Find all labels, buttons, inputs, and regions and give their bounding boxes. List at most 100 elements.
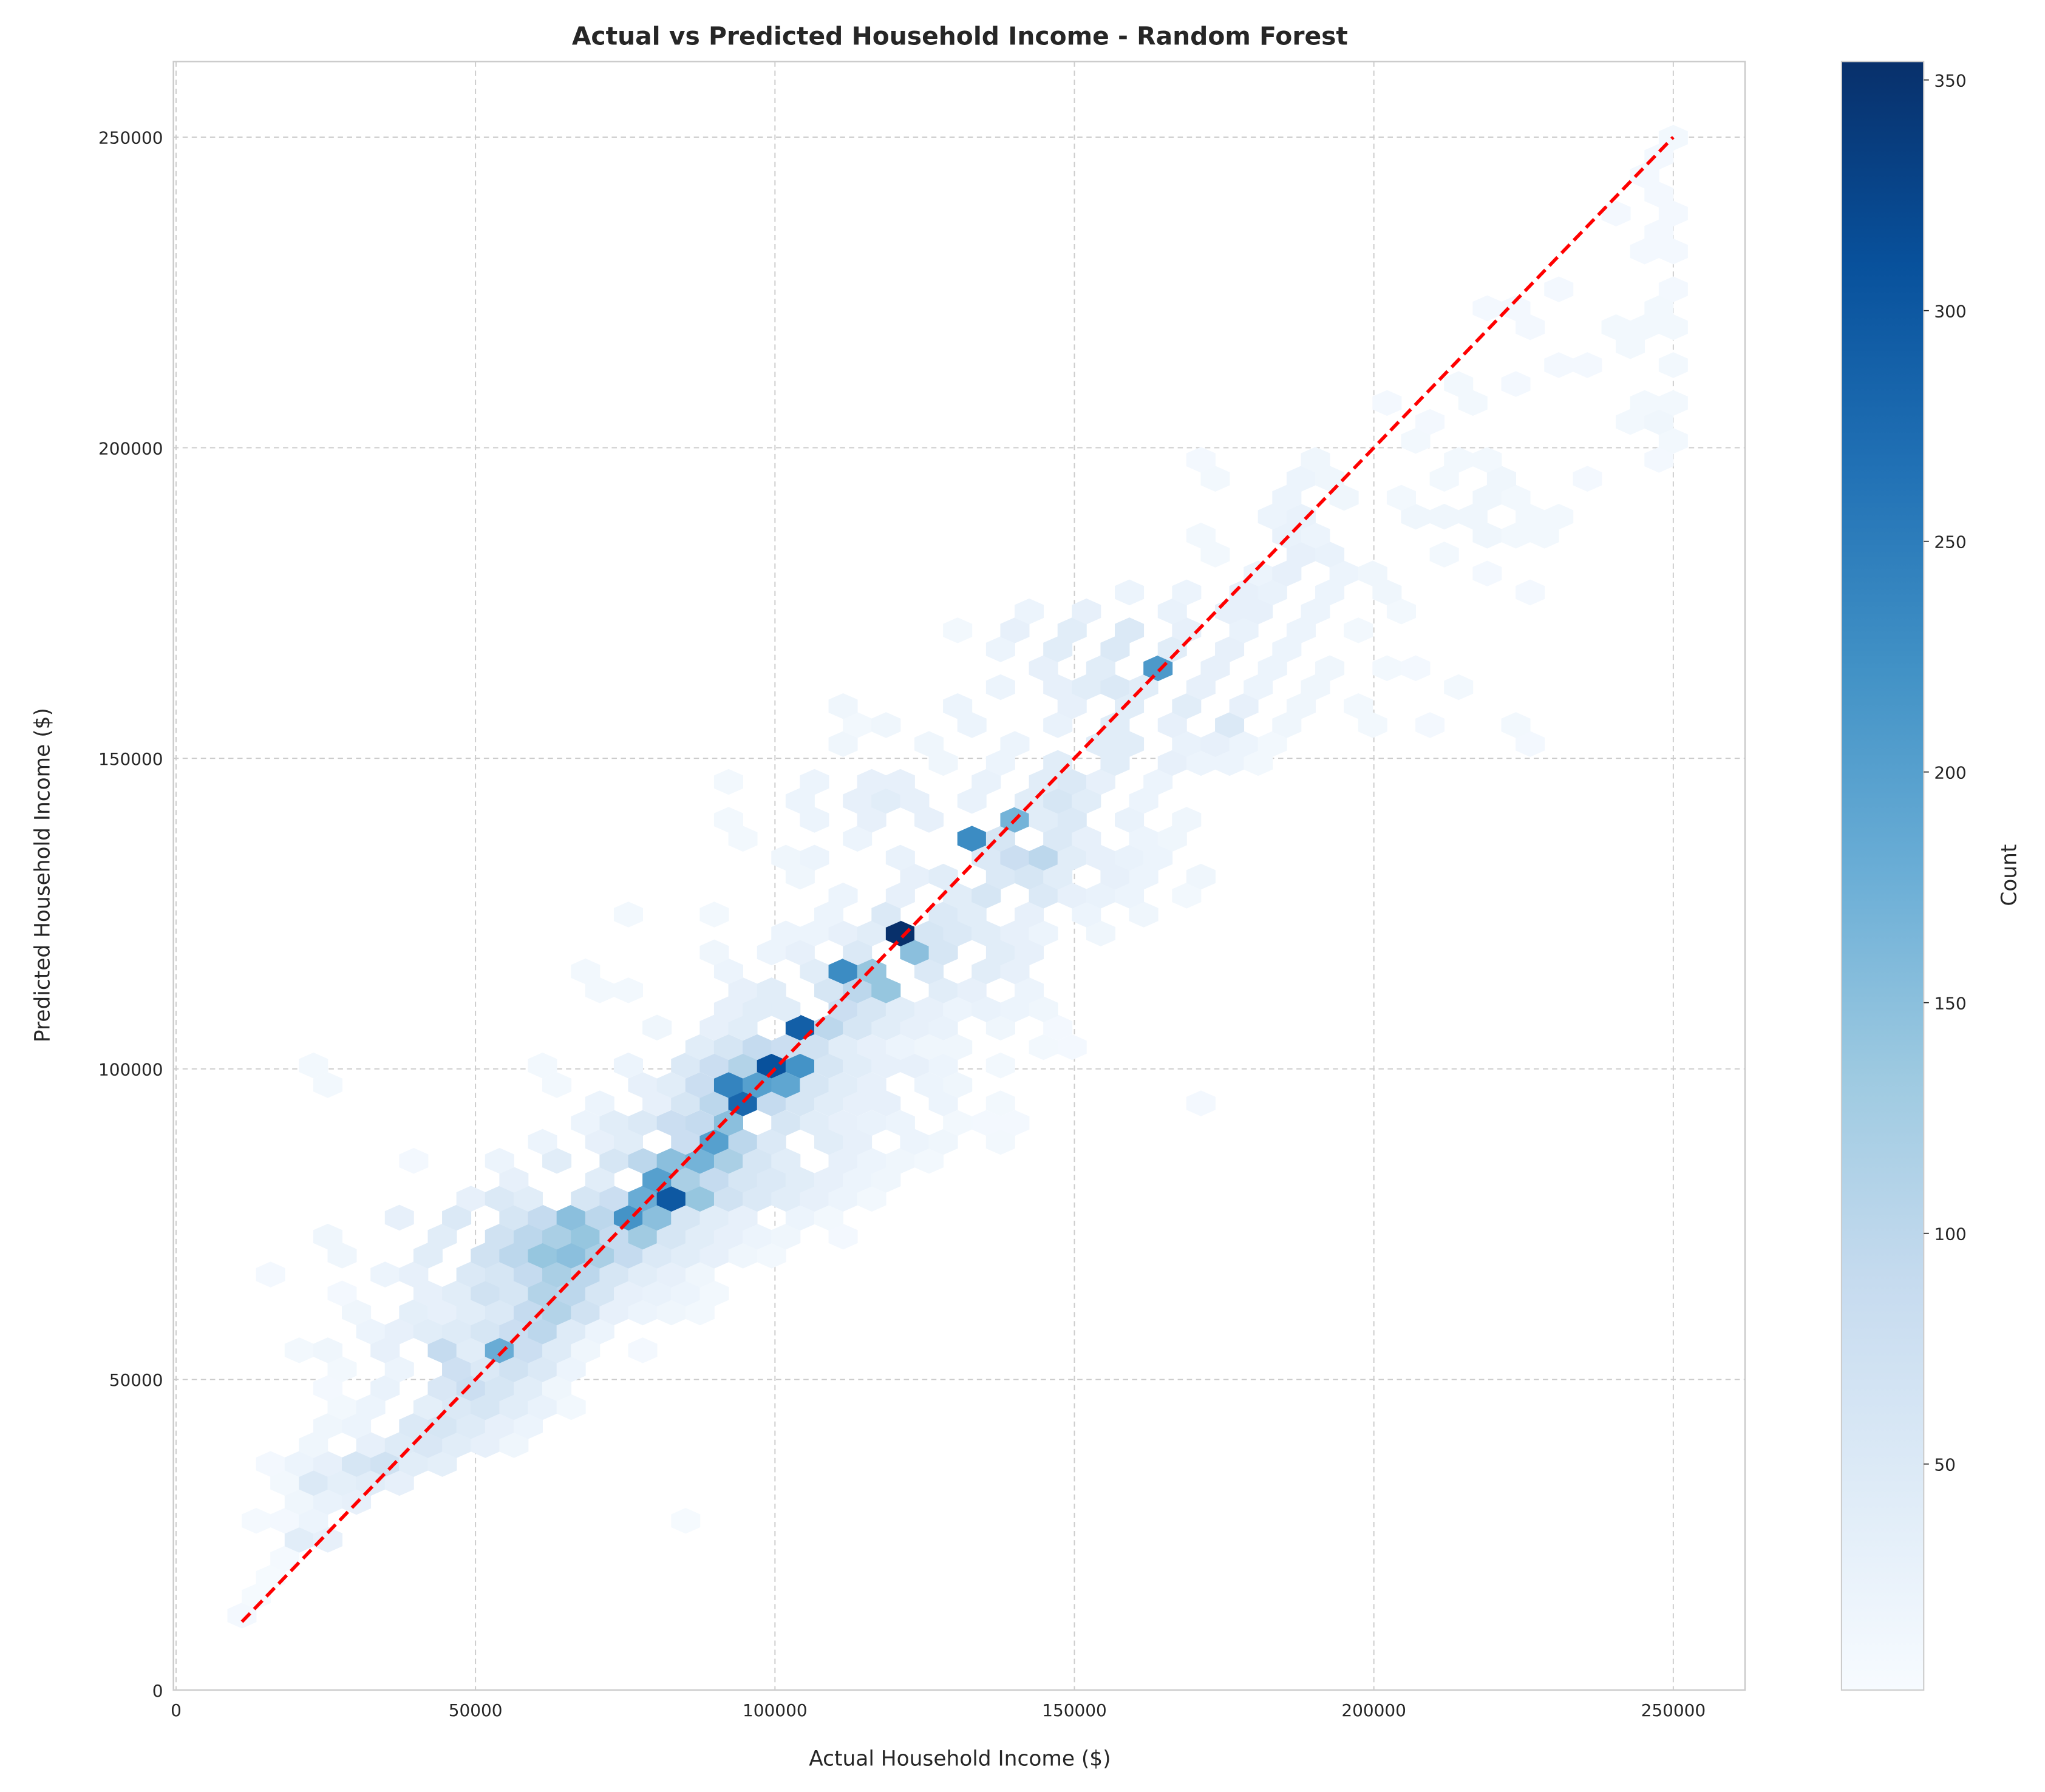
colorbar-tick-label: 350 bbox=[1934, 70, 1966, 90]
hexbin-cell bbox=[528, 1052, 557, 1079]
hexbin-cell bbox=[699, 901, 729, 928]
hexbin-cell bbox=[671, 1507, 701, 1534]
hexbin-cell bbox=[1115, 579, 1145, 606]
hexbin-cell bbox=[1444, 371, 1474, 397]
hexbin-cell bbox=[628, 1337, 658, 1363]
hexbin-cell bbox=[1516, 579, 1545, 606]
hexbin-cell bbox=[313, 1337, 342, 1363]
hexbin-cell bbox=[1544, 503, 1574, 530]
hexbin-cell bbox=[1372, 390, 1402, 416]
hexbin-cell bbox=[1057, 1034, 1087, 1061]
colorbar-tick-label: 100 bbox=[1934, 1224, 1966, 1244]
hexbin-cell bbox=[399, 1147, 429, 1174]
hexbin-cell bbox=[613, 1052, 643, 1079]
hexbin-cell bbox=[542, 1072, 572, 1098]
hexbin-cell bbox=[1000, 1110, 1030, 1136]
hexbin-cell bbox=[1573, 466, 1602, 492]
hexbin-cell bbox=[914, 731, 944, 757]
y-tick-label: 150000 bbox=[98, 749, 163, 769]
hexbin-cell bbox=[857, 1072, 886, 1098]
y-tick-label: 250000 bbox=[98, 128, 163, 148]
hexbin-cell bbox=[1472, 560, 1502, 587]
y-tick-label: 100000 bbox=[98, 1060, 163, 1080]
hexbin-cell bbox=[1472, 447, 1502, 473]
y-tick-label: 50000 bbox=[109, 1370, 163, 1390]
hexbin-cell bbox=[1186, 863, 1216, 890]
hexbin-cell bbox=[757, 977, 786, 1003]
x-tick-label: 0 bbox=[171, 1700, 182, 1720]
plot-frame bbox=[172, 61, 1746, 1691]
hexbin-cell bbox=[571, 958, 601, 985]
hexbin-cell bbox=[613, 901, 643, 928]
hexbin-cell bbox=[943, 617, 973, 643]
hexbin-cell bbox=[699, 939, 729, 966]
hexbin-cell bbox=[885, 769, 915, 795]
colorbar-tick-label: 300 bbox=[1934, 301, 1966, 321]
y-axis-label: Predicted Household Income ($) bbox=[31, 708, 55, 1042]
colorbar-tick-label: 250 bbox=[1934, 532, 1966, 552]
hexbin-cell bbox=[1415, 409, 1445, 435]
hexbin-cell bbox=[256, 1261, 285, 1288]
hexbin-cell bbox=[943, 1072, 973, 1098]
hexbin-cell bbox=[642, 1014, 672, 1041]
colorbar bbox=[1840, 61, 1925, 1691]
hexbin-cell bbox=[985, 1052, 1015, 1079]
hexbin-cell bbox=[313, 1072, 342, 1098]
hexbin-cell bbox=[1386, 484, 1416, 511]
hexbin-cell bbox=[299, 1052, 328, 1079]
y-tick-label: 200000 bbox=[98, 438, 163, 458]
x-tick-label: 200000 bbox=[1341, 1700, 1406, 1720]
hexbin-cell bbox=[1501, 712, 1531, 738]
hexbin-cell bbox=[1444, 674, 1474, 701]
hexbin-cell bbox=[885, 1110, 915, 1136]
hexbin-cell bbox=[1344, 693, 1373, 719]
hexbin-cell bbox=[1000, 731, 1030, 757]
hexbin-cell bbox=[528, 1128, 557, 1155]
x-tick-label: 100000 bbox=[743, 1700, 808, 1720]
hexbin-cell bbox=[1401, 655, 1431, 682]
hexbin-cell bbox=[1315, 655, 1345, 682]
hexbin-cell bbox=[928, 863, 958, 890]
hexbin-cell bbox=[871, 712, 901, 738]
x-axis-ticks: 0 50000 100000 150000 200000 250000 bbox=[171, 1700, 1706, 1720]
hexbin-cell bbox=[943, 1034, 973, 1061]
hexbin-cell bbox=[1186, 1090, 1216, 1116]
hexbin-cell bbox=[1358, 560, 1387, 587]
hexbin-cell bbox=[1601, 200, 1631, 227]
hexbin-cell bbox=[384, 1204, 414, 1231]
hexbin-cell bbox=[828, 693, 858, 719]
hexbin-cell bbox=[1658, 390, 1688, 416]
hexbin-cell bbox=[1072, 598, 1101, 625]
hexbin-cell bbox=[585, 1090, 614, 1116]
colorbar-tick-label: 150 bbox=[1934, 993, 1966, 1013]
hexbin-cell bbox=[1658, 352, 1688, 378]
hexbin-cell bbox=[1573, 352, 1602, 378]
colorbar-ticks: 50 100 150 200 250 300 350 bbox=[1924, 70, 1967, 1475]
hexbin-cell bbox=[943, 693, 973, 719]
hexbin-cell bbox=[985, 1090, 1015, 1116]
x-tick-label: 250000 bbox=[1641, 1700, 1706, 1720]
hexbin-cell bbox=[1501, 371, 1531, 397]
hexbin-cell bbox=[1301, 447, 1330, 473]
hexbin-cell bbox=[713, 807, 743, 833]
hexbin-cell bbox=[800, 844, 829, 871]
hexbin-cell bbox=[313, 1223, 342, 1250]
hexbin-cell bbox=[885, 844, 915, 871]
y-axis-ticks: 0 50000 100000 150000 200000 250000 bbox=[98, 128, 163, 1701]
hexbin-cell bbox=[1415, 712, 1445, 738]
colorbar-tick-label: 200 bbox=[1934, 762, 1966, 782]
hexbin-cell bbox=[1172, 579, 1202, 606]
hexbin-cell bbox=[485, 1147, 514, 1174]
hexbin-cell bbox=[613, 977, 643, 1003]
x-tick-label: 50000 bbox=[449, 1700, 503, 1720]
hexbin-cell bbox=[713, 1110, 743, 1136]
colorbar-label: Count bbox=[1998, 844, 2022, 906]
x-tick-label: 150000 bbox=[1042, 1700, 1107, 1720]
hexbin-cell bbox=[327, 1280, 357, 1307]
hexbin-cell bbox=[828, 883, 858, 909]
hexbin-cells bbox=[227, 124, 1688, 1629]
hexbin-cell bbox=[1186, 447, 1216, 473]
chart-title: Actual vs Predicted Household Income - R… bbox=[572, 21, 1348, 50]
colorbar-tick-label: 50 bbox=[1934, 1454, 1956, 1475]
